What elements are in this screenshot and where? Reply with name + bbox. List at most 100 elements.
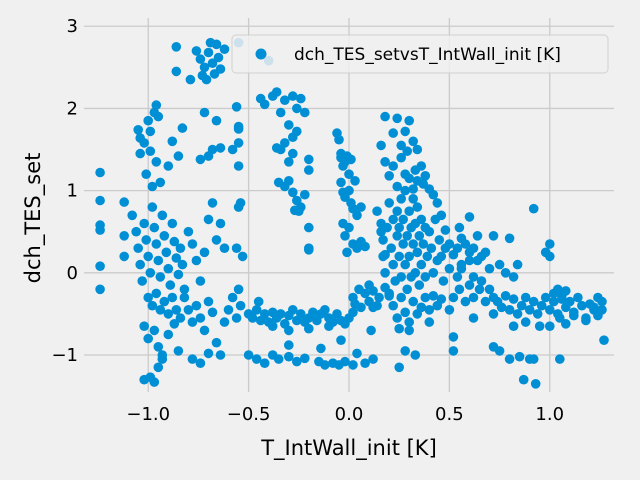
scatter-point xyxy=(340,231,350,241)
scatter-point xyxy=(452,243,463,253)
scatter-point xyxy=(139,218,149,229)
scatter-point xyxy=(95,195,105,206)
scatter-point xyxy=(398,239,409,249)
scatter-point xyxy=(444,239,455,249)
scatter-point xyxy=(388,259,399,270)
scatter-point xyxy=(380,268,390,278)
scatter-point xyxy=(384,288,395,299)
scatter-point xyxy=(159,296,170,307)
scatter-point xyxy=(195,313,206,323)
scatter-point xyxy=(448,292,459,303)
scatter-point xyxy=(211,115,222,126)
scatter-point xyxy=(273,354,284,364)
scatter-point xyxy=(388,161,399,171)
scatter-point xyxy=(468,292,479,303)
scatter-point xyxy=(290,205,300,216)
scatter-point xyxy=(344,222,354,233)
scatter-point xyxy=(404,115,415,126)
scatter-point xyxy=(151,239,162,249)
scatter-point xyxy=(292,126,302,137)
scatter-point xyxy=(436,210,447,221)
scatter-point xyxy=(410,268,421,278)
scatter-point xyxy=(95,225,105,235)
scatter-point xyxy=(504,233,515,244)
scatter-point xyxy=(201,74,212,85)
scatter-point xyxy=(404,325,415,336)
scatter-point xyxy=(599,335,609,346)
scatter-point xyxy=(404,317,415,327)
scatter-point xyxy=(203,151,214,161)
scatter-point xyxy=(514,351,525,362)
scatter-point xyxy=(259,358,270,369)
scatter-point xyxy=(488,309,499,319)
scatter-point xyxy=(418,239,429,249)
scatter-point xyxy=(155,272,166,282)
scatter-point xyxy=(143,251,153,262)
scatter-point xyxy=(396,140,407,151)
scatter-point xyxy=(414,280,425,290)
scatter-point xyxy=(444,305,455,315)
scatter-point xyxy=(284,325,294,336)
scatter-point xyxy=(163,161,174,171)
scatter-point xyxy=(408,136,419,147)
scatter-point xyxy=(464,212,475,222)
scatter-point xyxy=(157,354,168,364)
scatter-point xyxy=(404,173,415,184)
scatter-point xyxy=(388,128,399,138)
scatter-point xyxy=(187,354,198,364)
y-axis-label: dch_TES_set xyxy=(21,153,46,284)
gridlines xyxy=(84,18,614,392)
scatter-point xyxy=(394,251,405,262)
scatter-point xyxy=(320,305,330,315)
x-tick-label: 0.5 xyxy=(435,404,464,425)
scatter-point xyxy=(284,351,294,362)
scatter-point xyxy=(195,154,206,165)
scatter-point xyxy=(424,226,435,237)
scatter-point xyxy=(360,288,370,299)
legend-entry: dch_TES_setvsT_IntWall_init [K] xyxy=(294,45,561,65)
scatter-point xyxy=(508,294,519,304)
scatter-point xyxy=(488,231,499,241)
scatter-point xyxy=(235,300,246,311)
scatter-point xyxy=(133,125,143,135)
scatter-point xyxy=(436,251,447,262)
x-tick-label: −0.5 xyxy=(227,404,271,425)
scatter-point xyxy=(155,305,166,315)
scatter-point xyxy=(344,169,354,179)
scatter-point xyxy=(233,138,244,148)
scatter-point xyxy=(553,284,563,295)
scatter-point xyxy=(149,377,160,387)
scatter-point xyxy=(296,309,306,319)
scatter-point xyxy=(185,74,196,85)
scatter-point xyxy=(195,276,206,286)
scatter-point xyxy=(374,292,384,303)
scatter-point xyxy=(464,280,475,290)
scatter-point xyxy=(360,358,370,369)
scatter-point xyxy=(143,292,153,303)
scatter-point xyxy=(432,198,443,208)
scatter-point xyxy=(396,292,407,303)
scatter-point xyxy=(231,102,242,112)
scatter-point xyxy=(340,356,350,367)
scatter-point xyxy=(530,379,541,389)
scatter-point xyxy=(153,111,164,122)
scatter-point xyxy=(488,342,499,352)
scatter-point xyxy=(356,202,366,212)
scatter-point xyxy=(416,302,427,313)
scatter-point xyxy=(215,350,226,360)
scatter-point xyxy=(402,231,413,241)
scatter-point xyxy=(175,243,186,253)
scatter-point xyxy=(392,206,403,216)
scatter-point xyxy=(155,177,166,188)
scatter-point xyxy=(284,157,294,167)
scatter-point xyxy=(304,222,314,233)
scatter-point xyxy=(561,286,571,296)
scatter-point xyxy=(169,319,180,329)
scatter-point xyxy=(416,214,427,225)
x-axis-label: T_IntWall_init [K] xyxy=(260,436,437,461)
scatter-point xyxy=(438,276,449,286)
scatter-point xyxy=(167,292,178,303)
scatter-point xyxy=(227,292,238,303)
scatter-point xyxy=(520,292,531,303)
